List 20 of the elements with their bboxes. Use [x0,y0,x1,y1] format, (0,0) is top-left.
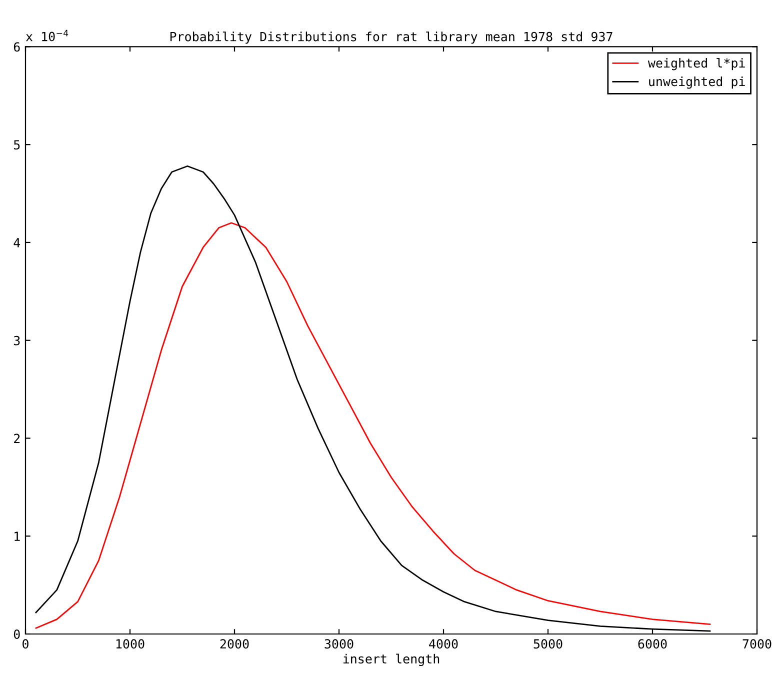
x-tick-label: 1000 [116,639,144,649]
text: x 10$^{−4}$ [26,30,68,42]
y-tick-label: 4 [14,238,20,248]
x-tick-label: 7000 [742,639,772,649]
x-tick-label: 3000 [324,639,354,649]
x-tick-label: 0 [22,639,28,649]
chart-title: Probability Distributions for rat library mean 1978 std 937 [170,32,612,44]
legend-label: unweighted pi [649,76,745,89]
x-tick-label: 5000 [534,639,562,649]
y-tick-label: 0 [14,630,20,639]
x-tick-label: 4000 [429,639,458,649]
legend-label: weighted l*pi [648,58,745,70]
x-tick-label: 2000 [220,639,249,649]
x-axis-title: insert length [343,654,440,666]
y-tick-label: 1 [14,532,20,541]
y-tick-label: 6 [14,42,20,52]
x-tick-label: 6000 [638,639,667,649]
y-tick-label: 5 [14,140,20,150]
y-tick-label: 3 [14,336,20,346]
y-tick-label: 2 [14,434,20,444]
